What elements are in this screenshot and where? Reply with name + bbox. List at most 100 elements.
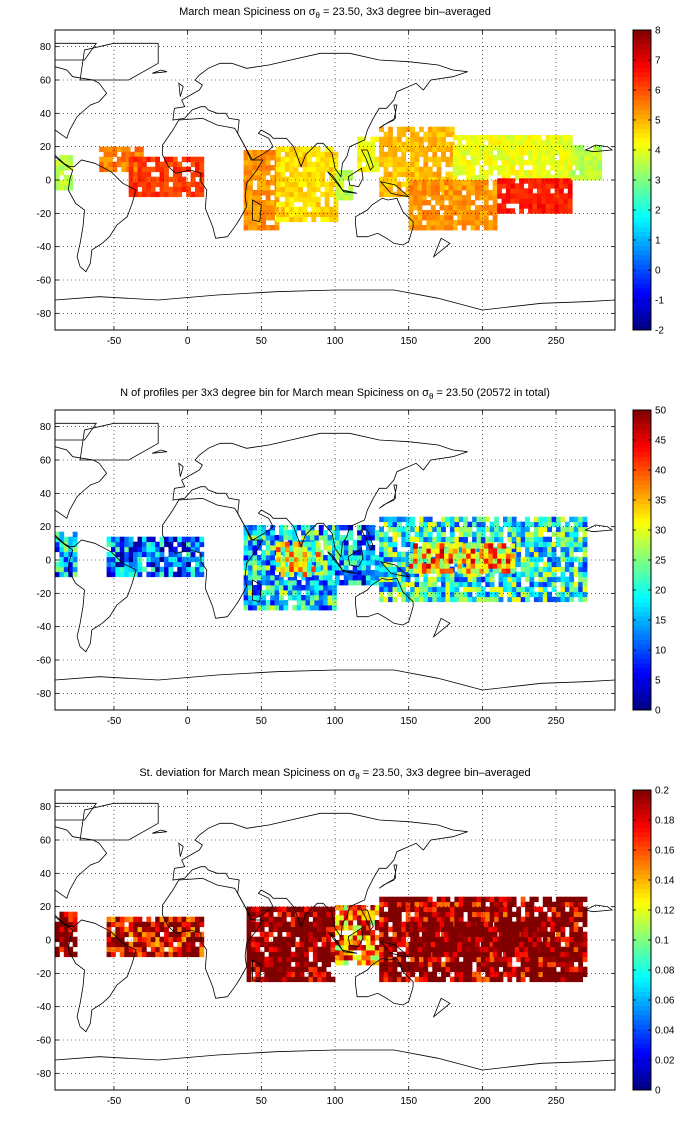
- data-cell: [327, 600, 333, 606]
- data-cell: [374, 935, 380, 941]
- data-cell: [361, 910, 367, 916]
- data-cell: [335, 930, 340, 936]
- data-cell: [383, 916, 389, 923]
- data-cell: [383, 531, 389, 538]
- data-cell: [133, 176, 138, 183]
- data-cell: [317, 956, 323, 963]
- data-cell: [564, 561, 570, 568]
- data-cell: [533, 526, 539, 533]
- data-cell: [578, 536, 583, 543]
- data-cell: [405, 971, 411, 978]
- data-cell: [326, 951, 331, 958]
- data-cell: [492, 135, 498, 141]
- data-cell: [63, 180, 69, 186]
- data-cell: [573, 971, 579, 978]
- data-cell: [357, 540, 362, 546]
- data-cell: [299, 916, 305, 923]
- data-cell: [270, 595, 275, 601]
- data-cell: [423, 591, 429, 598]
- data-cell: [560, 586, 566, 593]
- data-cell: [370, 570, 376, 576]
- data-cell: [146, 931, 152, 938]
- data-cell: [314, 600, 320, 606]
- colorbar-segment: [633, 53, 651, 59]
- data-cell: [287, 585, 293, 591]
- data-cell: [511, 521, 517, 528]
- data-cell: [264, 936, 270, 943]
- data-cell: [146, 156, 152, 163]
- data-cell: [383, 551, 389, 558]
- data-cell: [137, 171, 143, 178]
- coastline-outline: [162, 877, 264, 999]
- data-cell: [199, 171, 205, 178]
- data-cell: [190, 556, 196, 563]
- data-cell: [454, 956, 460, 963]
- data-cell: [441, 926, 446, 933]
- data-cell: [277, 966, 283, 973]
- data-cell: [335, 195, 340, 201]
- data-cell: [305, 585, 311, 591]
- data-cell: [72, 536, 78, 543]
- colorbar-segment: [633, 76, 651, 82]
- data-cell: [419, 911, 424, 918]
- coastline: [55, 802, 615, 1090]
- data-cell: [533, 896, 539, 903]
- data-cell: [396, 906, 402, 913]
- data-cell: [441, 176, 446, 183]
- data-cell: [427, 591, 433, 598]
- data-cell: [309, 570, 315, 576]
- colorbar-segment: [633, 494, 651, 500]
- data-cell: [298, 561, 303, 568]
- data-cell: [414, 526, 420, 533]
- data-cell: [505, 553, 511, 559]
- data-cell: [419, 171, 424, 178]
- data-cell: [289, 186, 295, 193]
- data-cell: [276, 151, 281, 158]
- data-cell: [492, 140, 498, 146]
- data-cell: [286, 976, 292, 983]
- data-cell: [470, 165, 476, 171]
- data-cell: [497, 155, 502, 161]
- data-cell: [276, 181, 281, 188]
- data-cell: [545, 140, 551, 146]
- data-cell: [243, 175, 249, 181]
- colorbar-segment: [633, 1080, 651, 1086]
- data-cell: [298, 171, 303, 178]
- colorbar-segment: [633, 203, 651, 209]
- spiciness-mean-chart: -50 0 50 100 150 200 250806040200-20-40-60-808…: [37, 26, 665, 348]
- data-cell: [501, 208, 507, 214]
- data-cell: [365, 565, 371, 571]
- data-cell: [592, 175, 598, 181]
- data-cell: [582, 551, 588, 558]
- data-cell: [514, 188, 520, 194]
- data-cell: [569, 921, 575, 928]
- data-cell: [494, 961, 499, 968]
- data-cell: [383, 941, 389, 948]
- data-cell: [352, 905, 358, 911]
- data-cell: [444, 931, 449, 938]
- coastline-outline: [252, 579, 262, 603]
- data-cell: [470, 553, 476, 559]
- data-cell: [332, 565, 337, 571]
- data-cell: [115, 566, 121, 573]
- data-cell: [426, 941, 432, 948]
- data-cell: [448, 926, 454, 933]
- data-cell: [396, 136, 402, 143]
- data-cell: [248, 210, 253, 216]
- data-cell: [570, 145, 576, 151]
- data-cell: [476, 531, 482, 538]
- colorbar-segment: [633, 414, 651, 420]
- data-cell: [128, 186, 134, 193]
- data-cell: [383, 556, 389, 563]
- colorbar-segment: [633, 972, 651, 978]
- colorbar-segment: [633, 67, 651, 73]
- data-cell: [405, 576, 411, 583]
- data-cell: [146, 181, 152, 188]
- data-cell: [335, 550, 340, 556]
- data-cell: [436, 156, 442, 163]
- data-cell: [408, 205, 414, 211]
- data-cell: [332, 525, 337, 531]
- data-cell: [441, 146, 446, 153]
- colorbar-segment: [633, 72, 651, 78]
- data-cell: [280, 191, 286, 198]
